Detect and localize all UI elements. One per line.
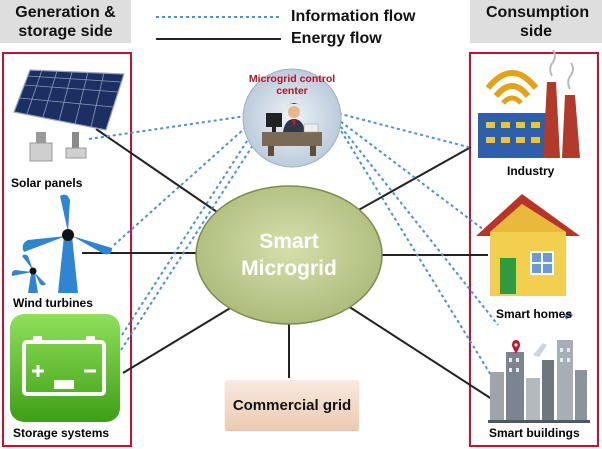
industry-label: Industry bbox=[507, 164, 555, 178]
energy-flow-lines bbox=[82, 128, 499, 404]
smart-microgrid-line2: Microgrid bbox=[241, 257, 337, 280]
header-consumption: Consumption side bbox=[470, 0, 602, 43]
smart-microgrid-ellipse bbox=[195, 185, 383, 325]
header-generation-storage: Generation & storage side bbox=[0, 0, 131, 43]
industry-illustration bbox=[478, 49, 580, 158]
legend-info-text: Information flow bbox=[291, 8, 416, 25]
solar-panels-label: Solar panels bbox=[11, 176, 83, 190]
header-generation-storage-text: Generation & storage side bbox=[15, 3, 116, 40]
smart-buildings-label: Smart buildings bbox=[489, 426, 580, 440]
smart-microgrid-line1: Smart bbox=[259, 230, 319, 253]
consumption-frame bbox=[469, 52, 599, 447]
storage-systems-label: Storage systems bbox=[13, 426, 110, 440]
wind-turbines-label: Wind turbines bbox=[13, 296, 93, 310]
control-center-illustration bbox=[242, 68, 342, 168]
smart-buildings-illustration bbox=[488, 311, 590, 423]
smart-home-illustration bbox=[476, 194, 580, 296]
solar-panel-illustration bbox=[13, 69, 125, 162]
generation-frame bbox=[2, 52, 132, 447]
control-center-label: Microgrid control center bbox=[248, 73, 336, 97]
header-consumption-text: Consumption side bbox=[486, 3, 590, 40]
commercial-grid-label: Commercial grid bbox=[232, 396, 352, 414]
information-flow-lines bbox=[88, 111, 499, 381]
wind-turbine-illustration bbox=[11, 194, 112, 293]
storage-battery-illustration bbox=[10, 314, 120, 422]
smart-homes-label: Smart homes bbox=[496, 307, 573, 321]
smart-microgrid-label: Smart Microgrid bbox=[196, 186, 382, 324]
legend-energy-text: Energy flow bbox=[291, 30, 382, 47]
commercial-grid-box: Commercial grid bbox=[225, 380, 359, 430]
